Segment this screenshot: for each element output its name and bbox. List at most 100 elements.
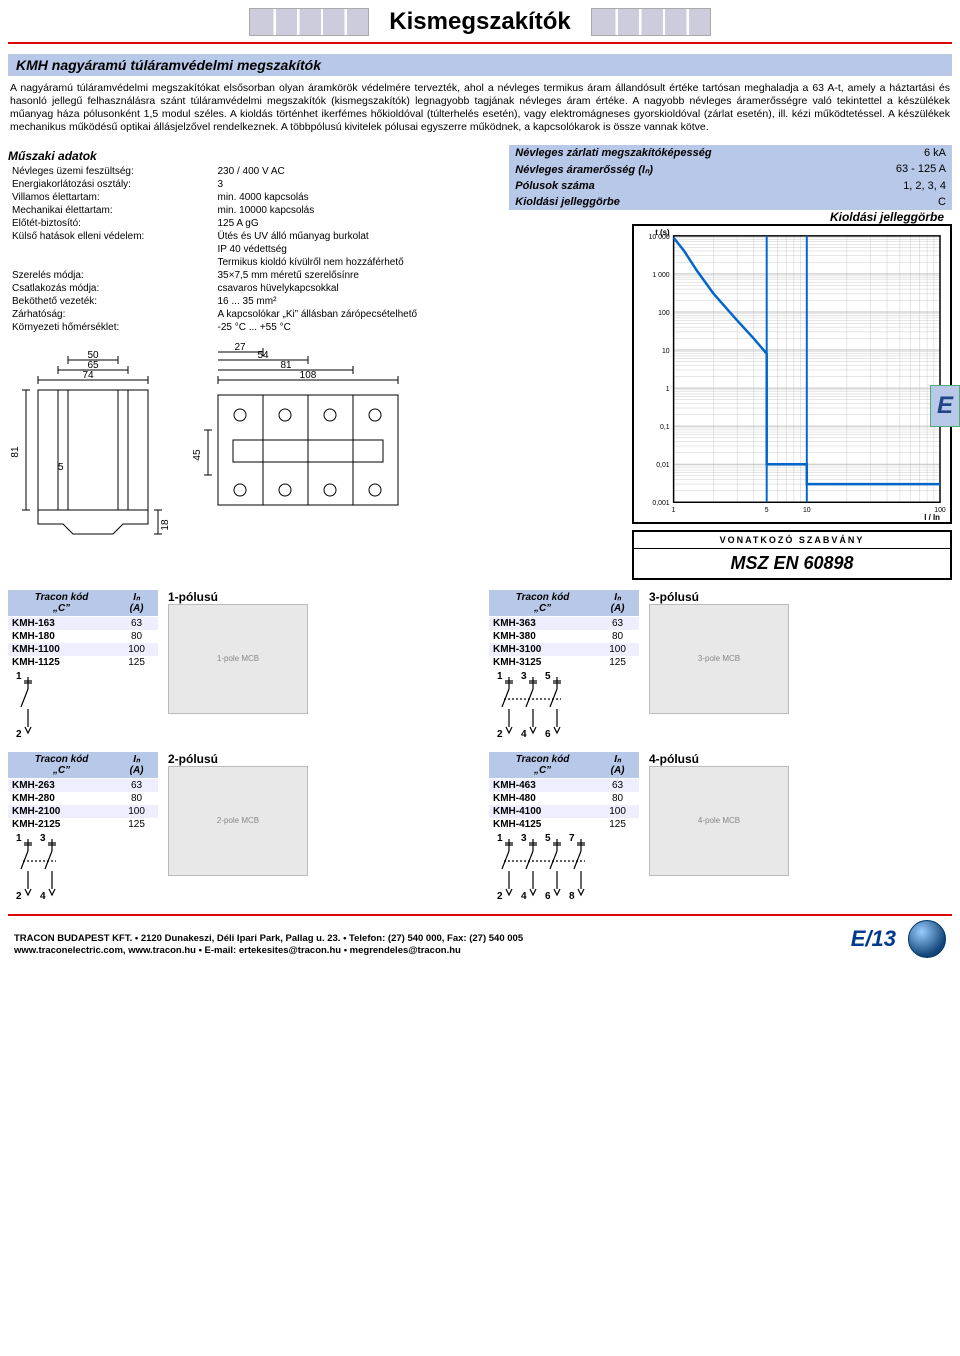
svg-text:3: 3 xyxy=(521,671,527,682)
product-current: 125 xyxy=(596,656,639,669)
product-current: 100 xyxy=(115,805,158,818)
product-current: 63 xyxy=(115,616,158,630)
curve-title: Kioldási jelleggörbe xyxy=(509,210,952,224)
svg-text:7: 7 xyxy=(569,833,575,844)
schematic-2p: 1234 xyxy=(8,831,158,904)
product-current: 125 xyxy=(115,656,158,669)
product-cell: Tracon kód„C”Iₙ(A) KMH-26363KMH-28080KMH… xyxy=(8,752,471,904)
svg-text:6: 6 xyxy=(545,891,551,901)
schematic-1p: 12 xyxy=(8,669,158,742)
svg-text:3: 3 xyxy=(521,833,527,844)
divider xyxy=(8,42,952,44)
rating-row: Névleges áramerősség (Iₙ)63 - 125 A xyxy=(509,161,952,178)
spec-label: Villamos élettartam: xyxy=(8,191,214,204)
svg-text:0,1: 0,1 xyxy=(660,424,670,431)
svg-text:0,001: 0,001 xyxy=(652,500,669,507)
spec-value: min. 10000 kapcsolás xyxy=(214,204,498,217)
product-table: Tracon kód„C”Iₙ(A) KMH-36363KMH-38080KMH… xyxy=(489,590,639,669)
product-table: Tracon kód„C”Iₙ(A) KMH-26363KMH-28080KMH… xyxy=(8,752,158,831)
schematic-3p: 123456 xyxy=(489,669,639,742)
product-code: KMH-3125 xyxy=(489,656,596,669)
product-cell: Tracon kód„C”Iₙ(A) KMH-36363KMH-38080KMH… xyxy=(489,590,952,742)
svg-text:81: 81 xyxy=(10,446,21,458)
divider-bottom xyxy=(8,914,952,916)
product-table: Tracon kód„C”Iₙ(A) KMH-46363KMH-48080KMH… xyxy=(489,752,639,831)
spec-value: 35×7,5 mm méretű szerelősínre xyxy=(214,269,498,282)
spec-value: -25 °C ... +55 °C xyxy=(214,321,498,334)
product-code: KMH-1100 xyxy=(8,643,115,656)
svg-text:18: 18 xyxy=(160,519,171,531)
product-current: 125 xyxy=(115,818,158,831)
footer-line2: www.traconelectric.com, www.tracon.hu • … xyxy=(14,945,523,957)
svg-text:1: 1 xyxy=(497,671,503,682)
product-code: KMH-463 xyxy=(489,778,596,792)
product-photo: 1-pole MCB xyxy=(168,604,308,714)
spec-label xyxy=(8,243,214,256)
product-code: KMH-163 xyxy=(8,616,115,630)
spec-label: Energiakorlátozási osztály: xyxy=(8,178,214,191)
svg-text:5: 5 xyxy=(545,671,551,682)
product-cell: Tracon kód„C”Iₙ(A) KMH-46363KMH-48080KMH… xyxy=(489,752,952,904)
pole-label: 4-pólusú xyxy=(649,752,789,766)
product-code: KMH-280 xyxy=(8,792,115,805)
product-current: 100 xyxy=(115,643,158,656)
product-photo: 4-pole MCB xyxy=(649,766,789,876)
product-current: 100 xyxy=(596,805,639,818)
intro-text: A nagyáramú túláramvédelmi megszakítókat… xyxy=(8,76,952,145)
svg-text:1: 1 xyxy=(672,507,676,514)
standards-head: VONATKOZÓ SZABVÁNY xyxy=(634,532,950,549)
spec-value: csavaros hüvelykapcsokkal xyxy=(214,282,498,295)
spec-label: Névleges üzemi feszültség: xyxy=(8,165,214,178)
svg-text:I / In: I / In xyxy=(924,513,940,522)
rating-row: Kioldási jelleggörbeC xyxy=(509,194,952,210)
thumb-right xyxy=(591,8,711,36)
specs-heading: Műszaki adatok xyxy=(8,145,497,165)
svg-text:100: 100 xyxy=(658,309,670,316)
svg-text:74: 74 xyxy=(82,370,94,381)
specs-table: Névleges üzemi feszültség:230 / 400 V AC… xyxy=(8,165,497,334)
product-code: KMH-3100 xyxy=(489,643,596,656)
svg-text:108: 108 xyxy=(300,370,317,381)
svg-text:1: 1 xyxy=(497,833,503,844)
pole-label: 3-pólusú xyxy=(649,590,789,604)
product-code: KMH-4125 xyxy=(489,818,596,831)
spec-value: 16 ... 35 mm² xyxy=(214,295,498,308)
svg-text:t (s): t (s) xyxy=(655,227,670,236)
svg-text:54: 54 xyxy=(257,350,269,361)
spec-value: Ütés és UV álló műanyag burkolat xyxy=(214,230,498,243)
pole-label: 1-pólusú xyxy=(168,590,308,604)
product-cell: Tracon kód„C”Iₙ(A) KMH-16363KMH-18080KMH… xyxy=(8,590,471,742)
spec-value: 230 / 400 V AC xyxy=(214,165,498,178)
product-photo: 3-pole MCB xyxy=(649,604,789,714)
rating-row: Névleges zárlati megszakítóképesség6 kA xyxy=(509,145,952,161)
svg-text:3: 3 xyxy=(40,833,46,844)
svg-text:5: 5 xyxy=(765,507,769,514)
page-title: Kismegszakítók xyxy=(389,8,570,36)
spec-value: A kapcsolókar „Ki” állásban zárópecsétel… xyxy=(214,308,498,321)
product-code: KMH-2125 xyxy=(8,818,115,831)
spec-label: Környezeti hőmérséklet: xyxy=(8,321,214,334)
spec-label: Szerelés módja: xyxy=(8,269,214,282)
product-current: 125 xyxy=(596,818,639,831)
svg-text:1: 1 xyxy=(16,833,22,844)
spec-value: IP 40 védettség xyxy=(214,243,498,256)
dimension-drawing: 74 65 50 81 18 5 108 81 54 27 45 xyxy=(8,340,438,550)
product-code: KMH-263 xyxy=(8,778,115,792)
product-code: KMH-380 xyxy=(489,630,596,643)
product-code: KMH-2100 xyxy=(8,805,115,818)
product-current: 80 xyxy=(596,630,639,643)
footer-line1: TRACON BUDAPEST KFT. • 2120 Dunakeszi, D… xyxy=(14,933,523,945)
svg-text:1: 1 xyxy=(666,386,670,393)
svg-text:45: 45 xyxy=(192,449,203,461)
tripping-curve-chart: 10 0001 0001001010,10,010,0011510100t (s… xyxy=(632,224,952,524)
product-code: KMH-480 xyxy=(489,792,596,805)
footer: TRACON BUDAPEST KFT. • 2120 Dunakeszi, D… xyxy=(8,920,952,964)
spec-label xyxy=(8,256,214,269)
svg-text:5: 5 xyxy=(545,833,551,844)
thumb-left xyxy=(249,8,369,36)
product-current: 63 xyxy=(596,616,639,630)
svg-text:65: 65 xyxy=(87,360,99,371)
svg-text:50: 50 xyxy=(87,350,99,361)
globe-icon xyxy=(908,920,946,958)
section-tab: E xyxy=(930,385,960,427)
